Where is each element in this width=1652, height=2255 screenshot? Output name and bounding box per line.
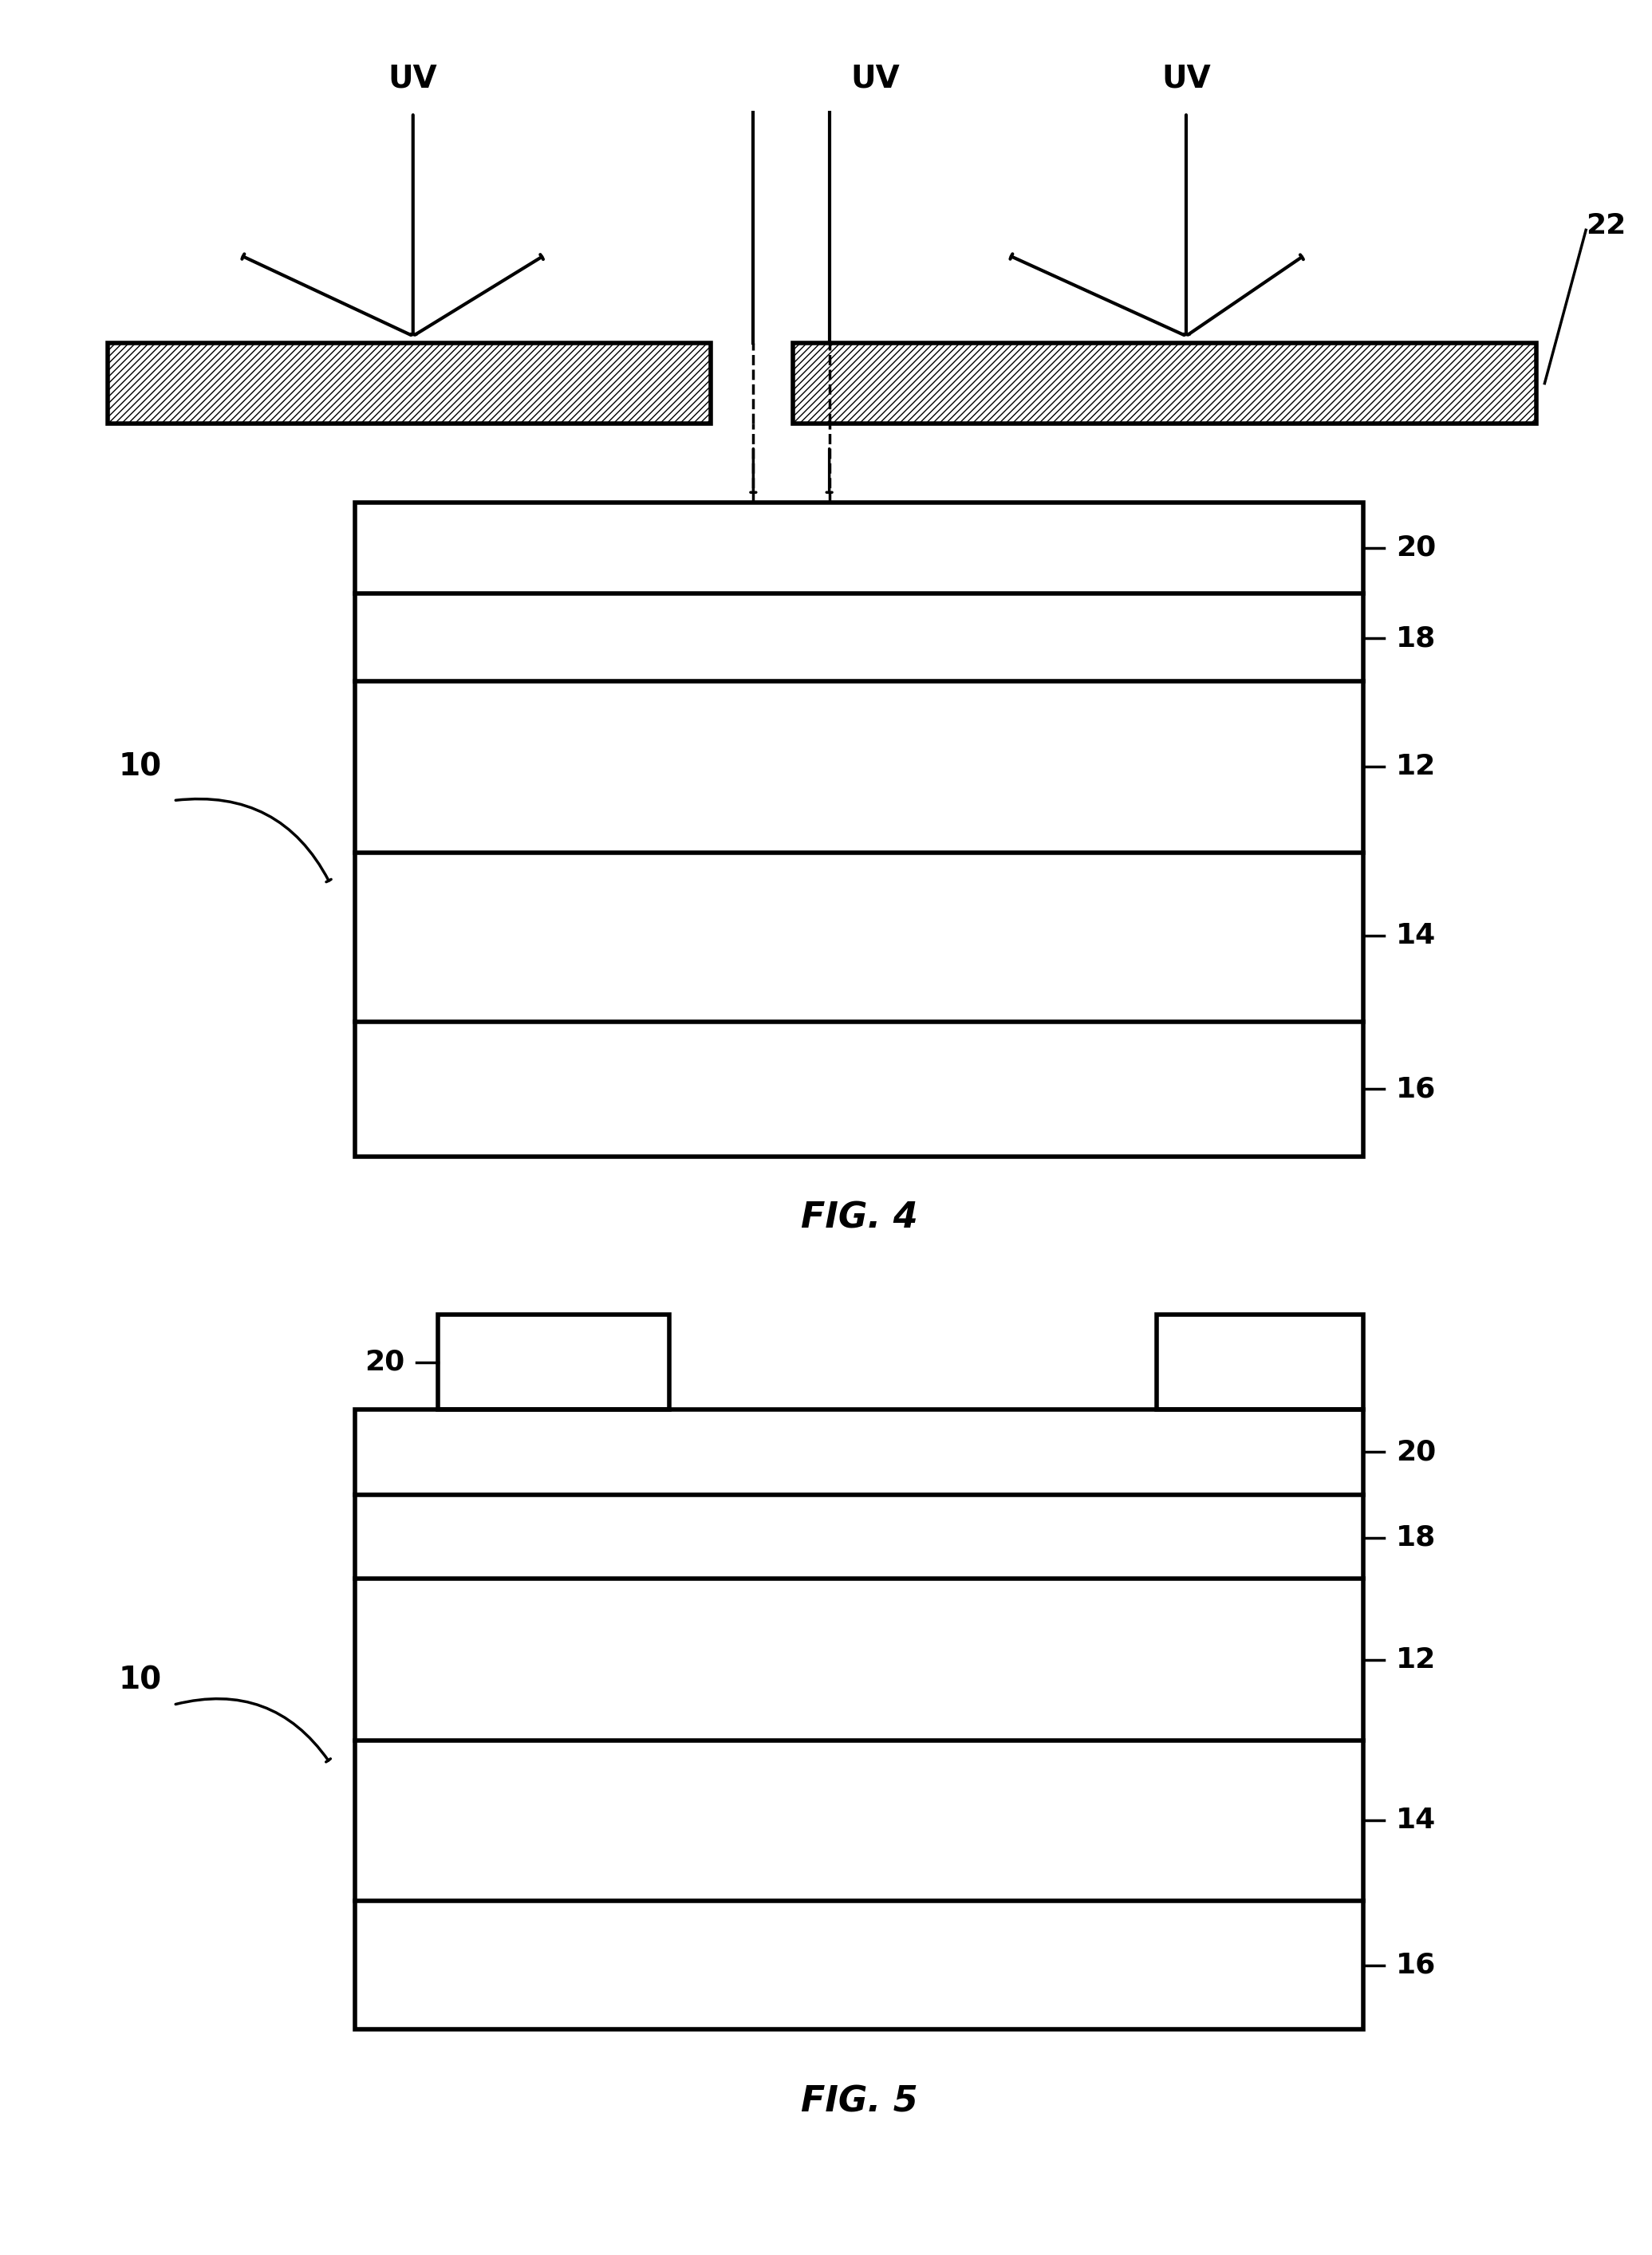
Text: 14: 14 [1396, 1806, 1436, 1833]
Bar [355, 503, 1363, 1157]
Text: 20: 20 [1396, 534, 1436, 561]
Text: UV: UV [851, 63, 900, 95]
Text: 16: 16 [1396, 1076, 1436, 1103]
Text: 12: 12 [1396, 1646, 1436, 1673]
Text: 14: 14 [1396, 922, 1436, 949]
Text: FIG. 5: FIG. 5 [801, 2084, 917, 2120]
Text: 18: 18 [1396, 1524, 1436, 1551]
Bar [355, 1409, 1363, 2030]
Bar [438, 1315, 669, 1409]
Text: UV: UV [388, 63, 438, 95]
Text: 10: 10 [119, 751, 162, 782]
Text: 12: 12 [1396, 753, 1436, 780]
Text: 10: 10 [119, 1664, 162, 1696]
Text: 20: 20 [365, 1348, 405, 1376]
Text: 18: 18 [1396, 625, 1436, 652]
Bar [107, 343, 710, 424]
Text: 22: 22 [1586, 212, 1626, 239]
Bar [793, 343, 1536, 424]
Text: UV: UV [1161, 63, 1211, 95]
Bar [1156, 1315, 1363, 1409]
Text: 20: 20 [1396, 1439, 1436, 1466]
Text: 16: 16 [1396, 1953, 1436, 1980]
Text: FIG. 4: FIG. 4 [801, 1200, 917, 1236]
